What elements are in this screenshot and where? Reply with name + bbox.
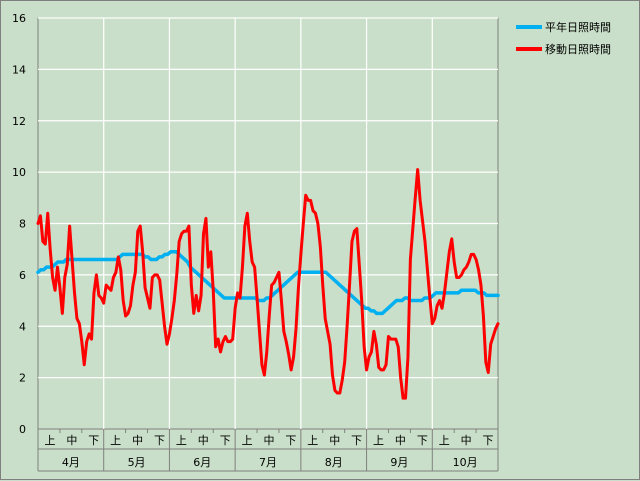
y-tick-label: 4 (19, 320, 26, 333)
x-dekad-label: 中 (132, 434, 143, 447)
y-tick-label: 0 (19, 423, 26, 436)
y-tick-label: 8 (19, 218, 26, 231)
x-month-label: 6月 (193, 456, 211, 469)
x-dekad-label: 中 (395, 434, 406, 447)
x-dekad-label: 中 (198, 434, 209, 447)
x-dekad-label: 下 (88, 434, 99, 447)
y-tick-label: 14 (12, 63, 26, 76)
y-tick-label: 12 (12, 115, 26, 128)
x-dekad-label: 下 (351, 434, 362, 447)
x-dekad-label: 中 (329, 434, 340, 447)
x-month-label: 10月 (453, 456, 478, 469)
x-month-label: 4月 (62, 456, 80, 469)
x-dekad-label: 中 (264, 434, 275, 447)
x-dekad-label: 上 (373, 434, 384, 447)
legend-label: 平年日照時間 (545, 20, 611, 34)
x-dekad-label: 下 (220, 434, 231, 447)
x-dekad-label: 上 (307, 434, 318, 447)
y-tick-label: 2 (19, 372, 26, 385)
x-dekad-label: 上 (110, 434, 121, 447)
x-dekad-label: 上 (439, 434, 450, 447)
x-dekad-label: 上 (44, 434, 55, 447)
x-month-label: 8月 (325, 456, 343, 469)
series-line-0 (36, 250, 500, 316)
x-dekad-label: 上 (176, 434, 187, 447)
x-month-label: 9月 (390, 456, 408, 469)
y-tick-label: 10 (12, 166, 26, 179)
x-dekad-label: 下 (154, 434, 165, 447)
series-line-1 (36, 168, 500, 400)
legend-label: 移動日照時間 (545, 42, 611, 56)
x-dekad-label: 上 (242, 434, 253, 447)
x-dekad-label: 中 (66, 434, 77, 447)
x-dekad-label: 中 (461, 434, 472, 447)
x-dekad-label: 下 (417, 434, 428, 447)
x-month-label: 7月 (259, 456, 277, 469)
x-dekad-label: 下 (483, 434, 494, 447)
y-tick-label: 6 (19, 269, 26, 282)
x-dekad-label: 下 (285, 434, 296, 447)
y-tick-label: 16 (12, 12, 26, 25)
x-month-label: 5月 (128, 456, 146, 469)
